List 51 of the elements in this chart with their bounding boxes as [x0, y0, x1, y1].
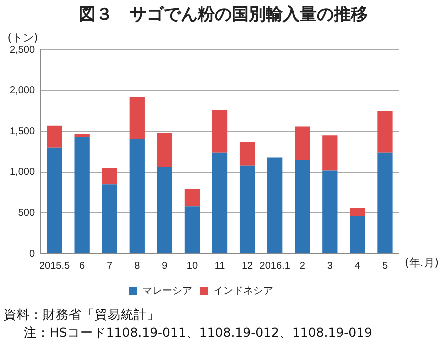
bar — [378, 111, 393, 153]
bar — [212, 152, 228, 254]
y-tick-label: 1,000 — [10, 167, 36, 178]
legend-label: マレーシア — [142, 286, 192, 297]
x-tick-label: 2 — [300, 260, 306, 272]
x-tick-label: 5 — [382, 260, 388, 272]
bar — [74, 137, 90, 254]
bar — [74, 134, 90, 138]
x-tick-label: 10 — [186, 260, 198, 272]
bar — [130, 138, 145, 254]
bar — [240, 142, 256, 166]
bar — [268, 158, 283, 254]
bar — [102, 184, 118, 254]
y-axis-title: (トン) — [8, 31, 38, 44]
x-tick-label: 6 — [80, 260, 86, 272]
y-tick-label: 0 — [29, 248, 36, 260]
bar — [47, 126, 62, 148]
bar — [130, 97, 145, 139]
x-tick-label: 11 — [214, 260, 226, 272]
bar — [212, 110, 228, 153]
bar — [184, 190, 200, 207]
bar — [157, 168, 173, 254]
y-tick-label: 500 — [18, 208, 36, 219]
x-tick-label: 8 — [134, 260, 141, 272]
bar — [350, 216, 366, 254]
legend-label: インドネシア — [214, 286, 274, 297]
bar — [322, 170, 338, 254]
x-tick-label: 9 — [162, 260, 168, 272]
y-tick-label: 2,500 — [10, 44, 36, 56]
bar — [184, 206, 200, 254]
x-tick-label: 7 — [107, 260, 114, 272]
bar — [102, 168, 118, 185]
text: 資料：財務省「貿易統計」 — [4, 306, 161, 324]
bar — [295, 126, 310, 160]
bar — [378, 152, 393, 254]
bar — [157, 133, 173, 168]
x-tick-label: 3 — [327, 260, 334, 272]
x-axis-title: (年.月) — [405, 256, 440, 270]
text: 注：HSコード1108.19-011、1108.19-012、1108.19-019 — [23, 324, 374, 342]
bar — [350, 208, 366, 216]
bar — [240, 166, 256, 254]
bar — [47, 148, 62, 254]
y-tick-label: 2,000 — [10, 86, 36, 97]
chart-title: 図３ サゴでん粉の国別輸入量の推移 — [78, 4, 369, 27]
y-tick-label: 1,500 — [10, 126, 36, 138]
x-tick-label: 12 — [242, 260, 254, 272]
x-tick-label: 4 — [354, 260, 361, 272]
bar — [322, 136, 338, 171]
x-tick-label: 2016.1 — [260, 260, 291, 272]
x-tick-label: 2015.5 — [39, 260, 71, 272]
bar — [295, 160, 310, 254]
